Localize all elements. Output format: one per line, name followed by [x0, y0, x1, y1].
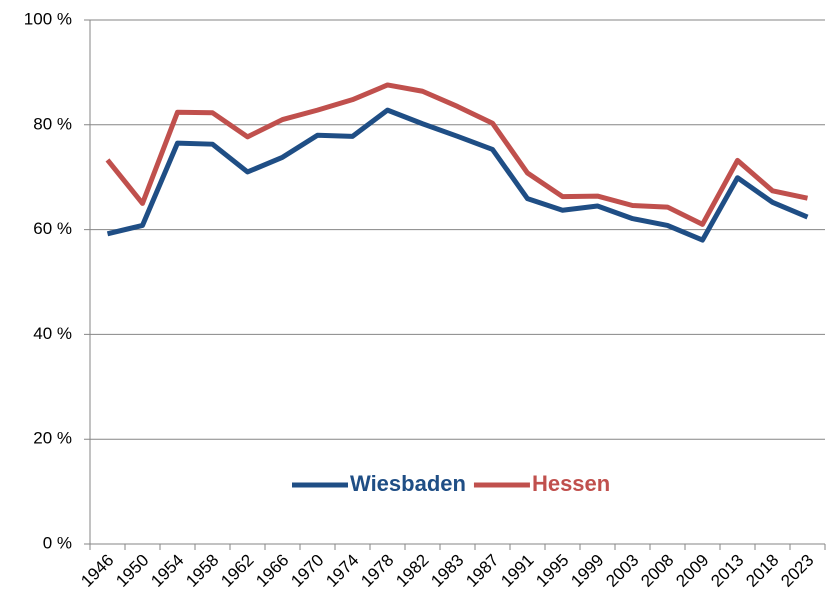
series-line	[105, 82, 809, 227]
y-tick-label: 100 %	[24, 9, 72, 28]
y-tick-label: 80 %	[33, 114, 72, 133]
x-tick-label: 2008	[637, 551, 677, 591]
y-tick-label: 20 %	[33, 429, 72, 448]
x-tick-label: 1974	[322, 551, 362, 591]
x-tick-label: 2003	[602, 551, 642, 591]
x-tick-label: 1982	[392, 551, 432, 591]
x-tick-label: 1966	[252, 551, 292, 591]
legend-label: Hessen	[532, 471, 610, 496]
y-tick-label: 0 %	[43, 533, 72, 552]
x-tick-label: 1995	[532, 551, 572, 591]
y-tick-label: 60 %	[33, 219, 72, 238]
y-tick-label: 40 %	[33, 324, 72, 343]
x-tick-label: 2018	[742, 551, 782, 591]
x-tick-label: 1950	[112, 551, 152, 591]
x-tick-label: 1978	[357, 551, 397, 591]
x-tick-label: 1958	[182, 551, 222, 591]
x-tick-label: 1987	[462, 551, 502, 591]
x-tick-label: 1991	[497, 551, 537, 591]
x-tick-label: 2023	[777, 551, 817, 591]
x-tick-label: 1954	[147, 551, 187, 591]
x-tick-label: 1962	[217, 551, 257, 591]
x-tick-label: 2013	[707, 551, 747, 591]
x-tick-label: 1946	[77, 551, 117, 591]
x-tick-label: 2009	[672, 551, 712, 591]
x-tick-label: 1983	[427, 551, 467, 591]
x-tick-label: 1999	[567, 551, 607, 591]
series-line	[106, 107, 809, 243]
x-tick-label: 1970	[287, 551, 327, 591]
legend-label: Wiesbaden	[350, 471, 466, 496]
